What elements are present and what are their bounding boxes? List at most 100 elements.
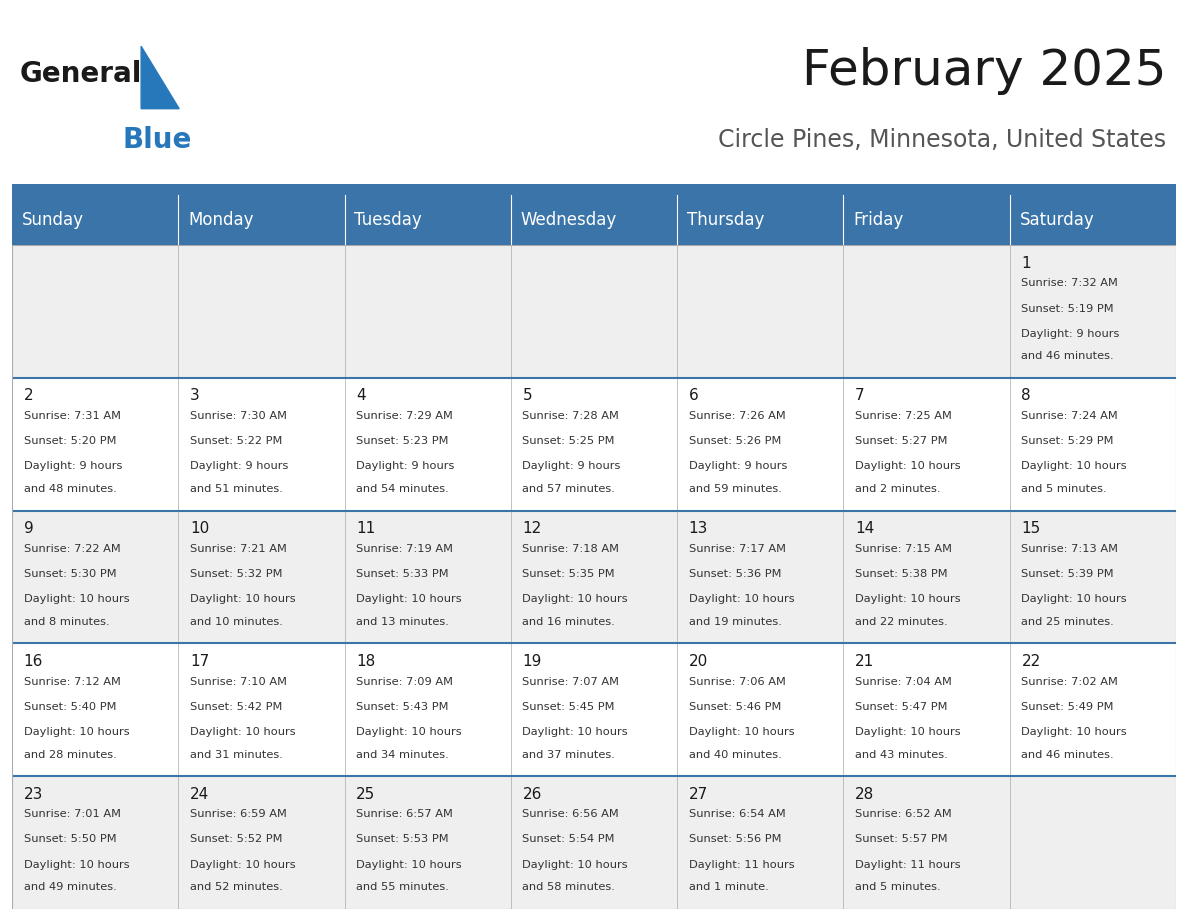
Text: 28: 28 [855,787,874,801]
Text: 17: 17 [190,654,209,669]
Text: Sunrise: 6:57 AM: Sunrise: 6:57 AM [356,810,453,819]
Bar [178,776,345,909]
Text: 10: 10 [190,521,209,536]
Text: and 1 minute.: and 1 minute. [689,882,769,892]
Text: and 2 minutes.: and 2 minutes. [855,484,941,494]
Text: Thursday: Thursday [687,211,765,229]
Text: Sunrise: 7:19 AM: Sunrise: 7:19 AM [356,543,453,554]
Text: Daylight: 10 hours: Daylight: 10 hours [523,594,628,604]
Text: and 43 minutes.: and 43 minutes. [855,749,948,759]
Text: and 55 minutes.: and 55 minutes. [356,882,449,892]
Text: and 37 minutes.: and 37 minutes. [523,749,615,759]
Text: Sunrise: 7:10 AM: Sunrise: 7:10 AM [190,677,286,687]
Text: 16: 16 [24,654,43,669]
Text: Daylight: 10 hours: Daylight: 10 hours [1022,594,1127,604]
Text: and 16 minutes.: and 16 minutes. [523,617,615,627]
Text: Sunrise: 7:01 AM: Sunrise: 7:01 AM [24,810,120,819]
Text: 19: 19 [523,654,542,669]
Text: Daylight: 10 hours: Daylight: 10 hours [1022,462,1127,472]
Text: Sunrise: 7:07 AM: Sunrise: 7:07 AM [523,677,619,687]
Bar [178,245,345,378]
Text: Sunrise: 6:56 AM: Sunrise: 6:56 AM [523,810,619,819]
Text: 12: 12 [523,521,542,536]
Text: Sunrise: 7:25 AM: Sunrise: 7:25 AM [855,411,952,421]
Text: and 51 minutes.: and 51 minutes. [190,484,283,494]
Text: Sunset: 5:33 PM: Sunset: 5:33 PM [356,569,449,579]
Text: 23: 23 [24,787,43,801]
Text: Monday: Monday [188,211,254,229]
Text: and 8 minutes.: and 8 minutes. [24,617,109,627]
Bar [843,245,1010,378]
Text: Sunset: 5:29 PM: Sunset: 5:29 PM [1022,436,1114,446]
Bar [345,245,511,378]
Text: Daylight: 10 hours: Daylight: 10 hours [24,727,129,737]
Text: Daylight: 10 hours: Daylight: 10 hours [24,594,129,604]
Text: Sunset: 5:25 PM: Sunset: 5:25 PM [523,436,615,446]
Bar [12,644,178,776]
Text: Sunset: 5:19 PM: Sunset: 5:19 PM [1022,304,1114,314]
Text: and 46 minutes.: and 46 minutes. [1022,749,1114,759]
Text: 18: 18 [356,654,375,669]
Text: and 13 minutes.: and 13 minutes. [356,617,449,627]
Text: Sunrise: 7:06 AM: Sunrise: 7:06 AM [689,677,785,687]
Text: Daylight: 11 hours: Daylight: 11 hours [689,859,795,869]
Bar [843,644,1010,776]
Text: February 2025: February 2025 [802,47,1167,95]
Bar [178,195,345,245]
Bar [511,776,677,909]
Text: Sunrise: 7:32 AM: Sunrise: 7:32 AM [1022,278,1118,288]
Text: Daylight: 10 hours: Daylight: 10 hours [356,859,462,869]
Text: 11: 11 [356,521,375,536]
Text: Sunrise: 7:04 AM: Sunrise: 7:04 AM [855,677,952,687]
Text: General: General [19,61,141,88]
Text: 3: 3 [190,388,200,404]
Bar [1010,510,1176,644]
Text: Sunset: 5:36 PM: Sunset: 5:36 PM [689,569,782,579]
Text: Sunrise: 7:15 AM: Sunrise: 7:15 AM [855,543,952,554]
Text: 4: 4 [356,388,366,404]
Text: Sunset: 5:46 PM: Sunset: 5:46 PM [689,701,782,711]
Text: Daylight: 10 hours: Daylight: 10 hours [356,594,462,604]
Text: Sunset: 5:40 PM: Sunset: 5:40 PM [24,701,116,711]
Text: Daylight: 10 hours: Daylight: 10 hours [523,859,628,869]
Polygon shape [141,46,179,108]
Text: Daylight: 10 hours: Daylight: 10 hours [689,727,795,737]
Bar [511,644,677,776]
Text: Sunrise: 7:30 AM: Sunrise: 7:30 AM [190,411,286,421]
Text: Circle Pines, Minnesota, United States: Circle Pines, Minnesota, United States [719,128,1167,151]
Text: Daylight: 9 hours: Daylight: 9 hours [1022,329,1120,339]
Bar [677,776,843,909]
Text: Sunset: 5:47 PM: Sunset: 5:47 PM [855,701,948,711]
Text: and 22 minutes.: and 22 minutes. [855,617,948,627]
Bar [12,510,178,644]
Text: Sunday: Sunday [21,211,84,229]
Text: Sunrise: 7:21 AM: Sunrise: 7:21 AM [190,543,286,554]
Text: Friday: Friday [853,211,904,229]
Text: Blue: Blue [122,126,191,154]
Text: Sunset: 5:45 PM: Sunset: 5:45 PM [523,701,615,711]
Bar [511,378,677,510]
Bar [843,195,1010,245]
Text: Daylight: 10 hours: Daylight: 10 hours [24,859,129,869]
Text: Sunset: 5:22 PM: Sunset: 5:22 PM [190,436,283,446]
Text: and 49 minutes.: and 49 minutes. [24,882,116,892]
Text: Sunrise: 7:24 AM: Sunrise: 7:24 AM [1022,411,1118,421]
Bar [677,378,843,510]
Text: and 31 minutes.: and 31 minutes. [190,749,283,759]
Text: Sunrise: 7:22 AM: Sunrise: 7:22 AM [24,543,120,554]
Text: Sunrise: 7:31 AM: Sunrise: 7:31 AM [24,411,120,421]
Text: Daylight: 10 hours: Daylight: 10 hours [523,727,628,737]
Text: 8: 8 [1022,388,1031,404]
Bar [12,195,178,245]
Text: Tuesday: Tuesday [354,211,422,229]
Text: Sunrise: 7:18 AM: Sunrise: 7:18 AM [523,543,619,554]
Text: Daylight: 9 hours: Daylight: 9 hours [356,462,455,472]
Text: Sunset: 5:50 PM: Sunset: 5:50 PM [24,834,116,845]
Bar [677,644,843,776]
Text: 6: 6 [689,388,699,404]
Text: Daylight: 10 hours: Daylight: 10 hours [356,727,462,737]
Text: Daylight: 10 hours: Daylight: 10 hours [190,727,296,737]
Bar [1010,776,1176,909]
Text: and 10 minutes.: and 10 minutes. [190,617,283,627]
Text: Saturday: Saturday [1019,211,1094,229]
